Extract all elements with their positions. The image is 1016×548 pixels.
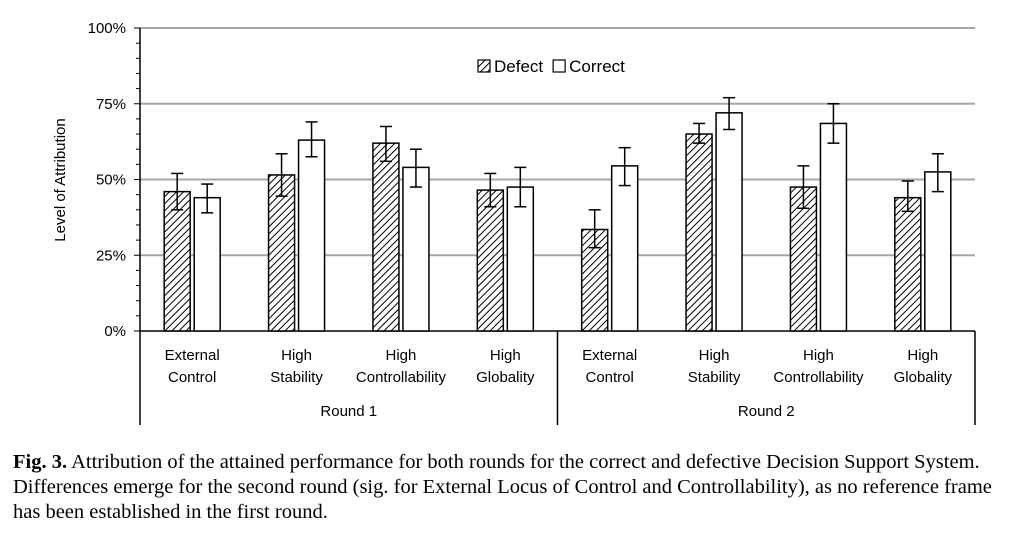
category-label: Stability <box>688 369 741 386</box>
category-label: High <box>699 347 730 364</box>
y-tick-label: 25% <box>96 247 126 264</box>
bar-defect <box>476 189 505 332</box>
bar-chart: 0% 25% 50% 75% 100% External Control High Stabi… <box>52 20 976 425</box>
category-label: Stability <box>270 369 323 386</box>
category-label: Controllability <box>773 369 864 386</box>
bar-defect <box>789 186 818 332</box>
bar-defect <box>267 174 296 332</box>
bar-correct <box>506 186 535 332</box>
category-label: High <box>907 347 938 364</box>
legend-swatch-correct <box>552 59 566 73</box>
y-tick-label: 0% <box>104 323 126 340</box>
bar-defect <box>163 190 191 332</box>
category-label: External <box>582 347 637 364</box>
bar-correct <box>924 171 952 332</box>
bar-correct <box>819 122 848 332</box>
legend: Defect Correct <box>477 57 625 76</box>
legend-label-correct: Correct <box>569 57 625 76</box>
category-label: Control <box>586 369 634 386</box>
category-label: Globality <box>476 369 535 386</box>
category-label: High <box>386 347 417 364</box>
y-tick-label: 100% <box>88 20 126 37</box>
category-label: High <box>803 347 834 364</box>
bar-correct <box>715 112 743 332</box>
bar-correct <box>297 139 326 332</box>
figure-caption: Fig. 3. Attribution of the attained perf… <box>13 450 1005 525</box>
bar-correct <box>402 166 430 332</box>
caption-label: Fig. 3. <box>13 451 68 473</box>
group-label: Round 1 <box>320 403 377 420</box>
error-bars <box>171 96 944 249</box>
bar-correct <box>193 196 221 332</box>
y-axis-label: Level of Attribution <box>52 118 69 241</box>
bar-defect <box>685 133 713 332</box>
category-labels: External Control High Stability High Controll… <box>165 347 953 420</box>
category-label: Control <box>168 369 216 386</box>
category-label: High <box>490 347 521 364</box>
bar-defect <box>372 142 400 332</box>
axes: 0% 25% 50% 75% 100% <box>88 20 976 425</box>
legend-swatch-defect <box>477 59 491 73</box>
y-tick-label: 75% <box>96 96 126 113</box>
bar-defect <box>894 196 922 332</box>
y-tick-label: 50% <box>96 172 126 189</box>
bar-correct <box>610 165 639 332</box>
bars <box>163 112 952 332</box>
category-label: Controllability <box>356 369 447 386</box>
category-label: External <box>165 347 220 364</box>
legend-label-defect: Defect <box>494 57 543 76</box>
group-label: Round 2 <box>738 403 795 420</box>
caption-text: Attribution of the attained performance … <box>13 451 992 523</box>
category-label: Globality <box>894 369 953 386</box>
category-label: High <box>281 347 312 364</box>
